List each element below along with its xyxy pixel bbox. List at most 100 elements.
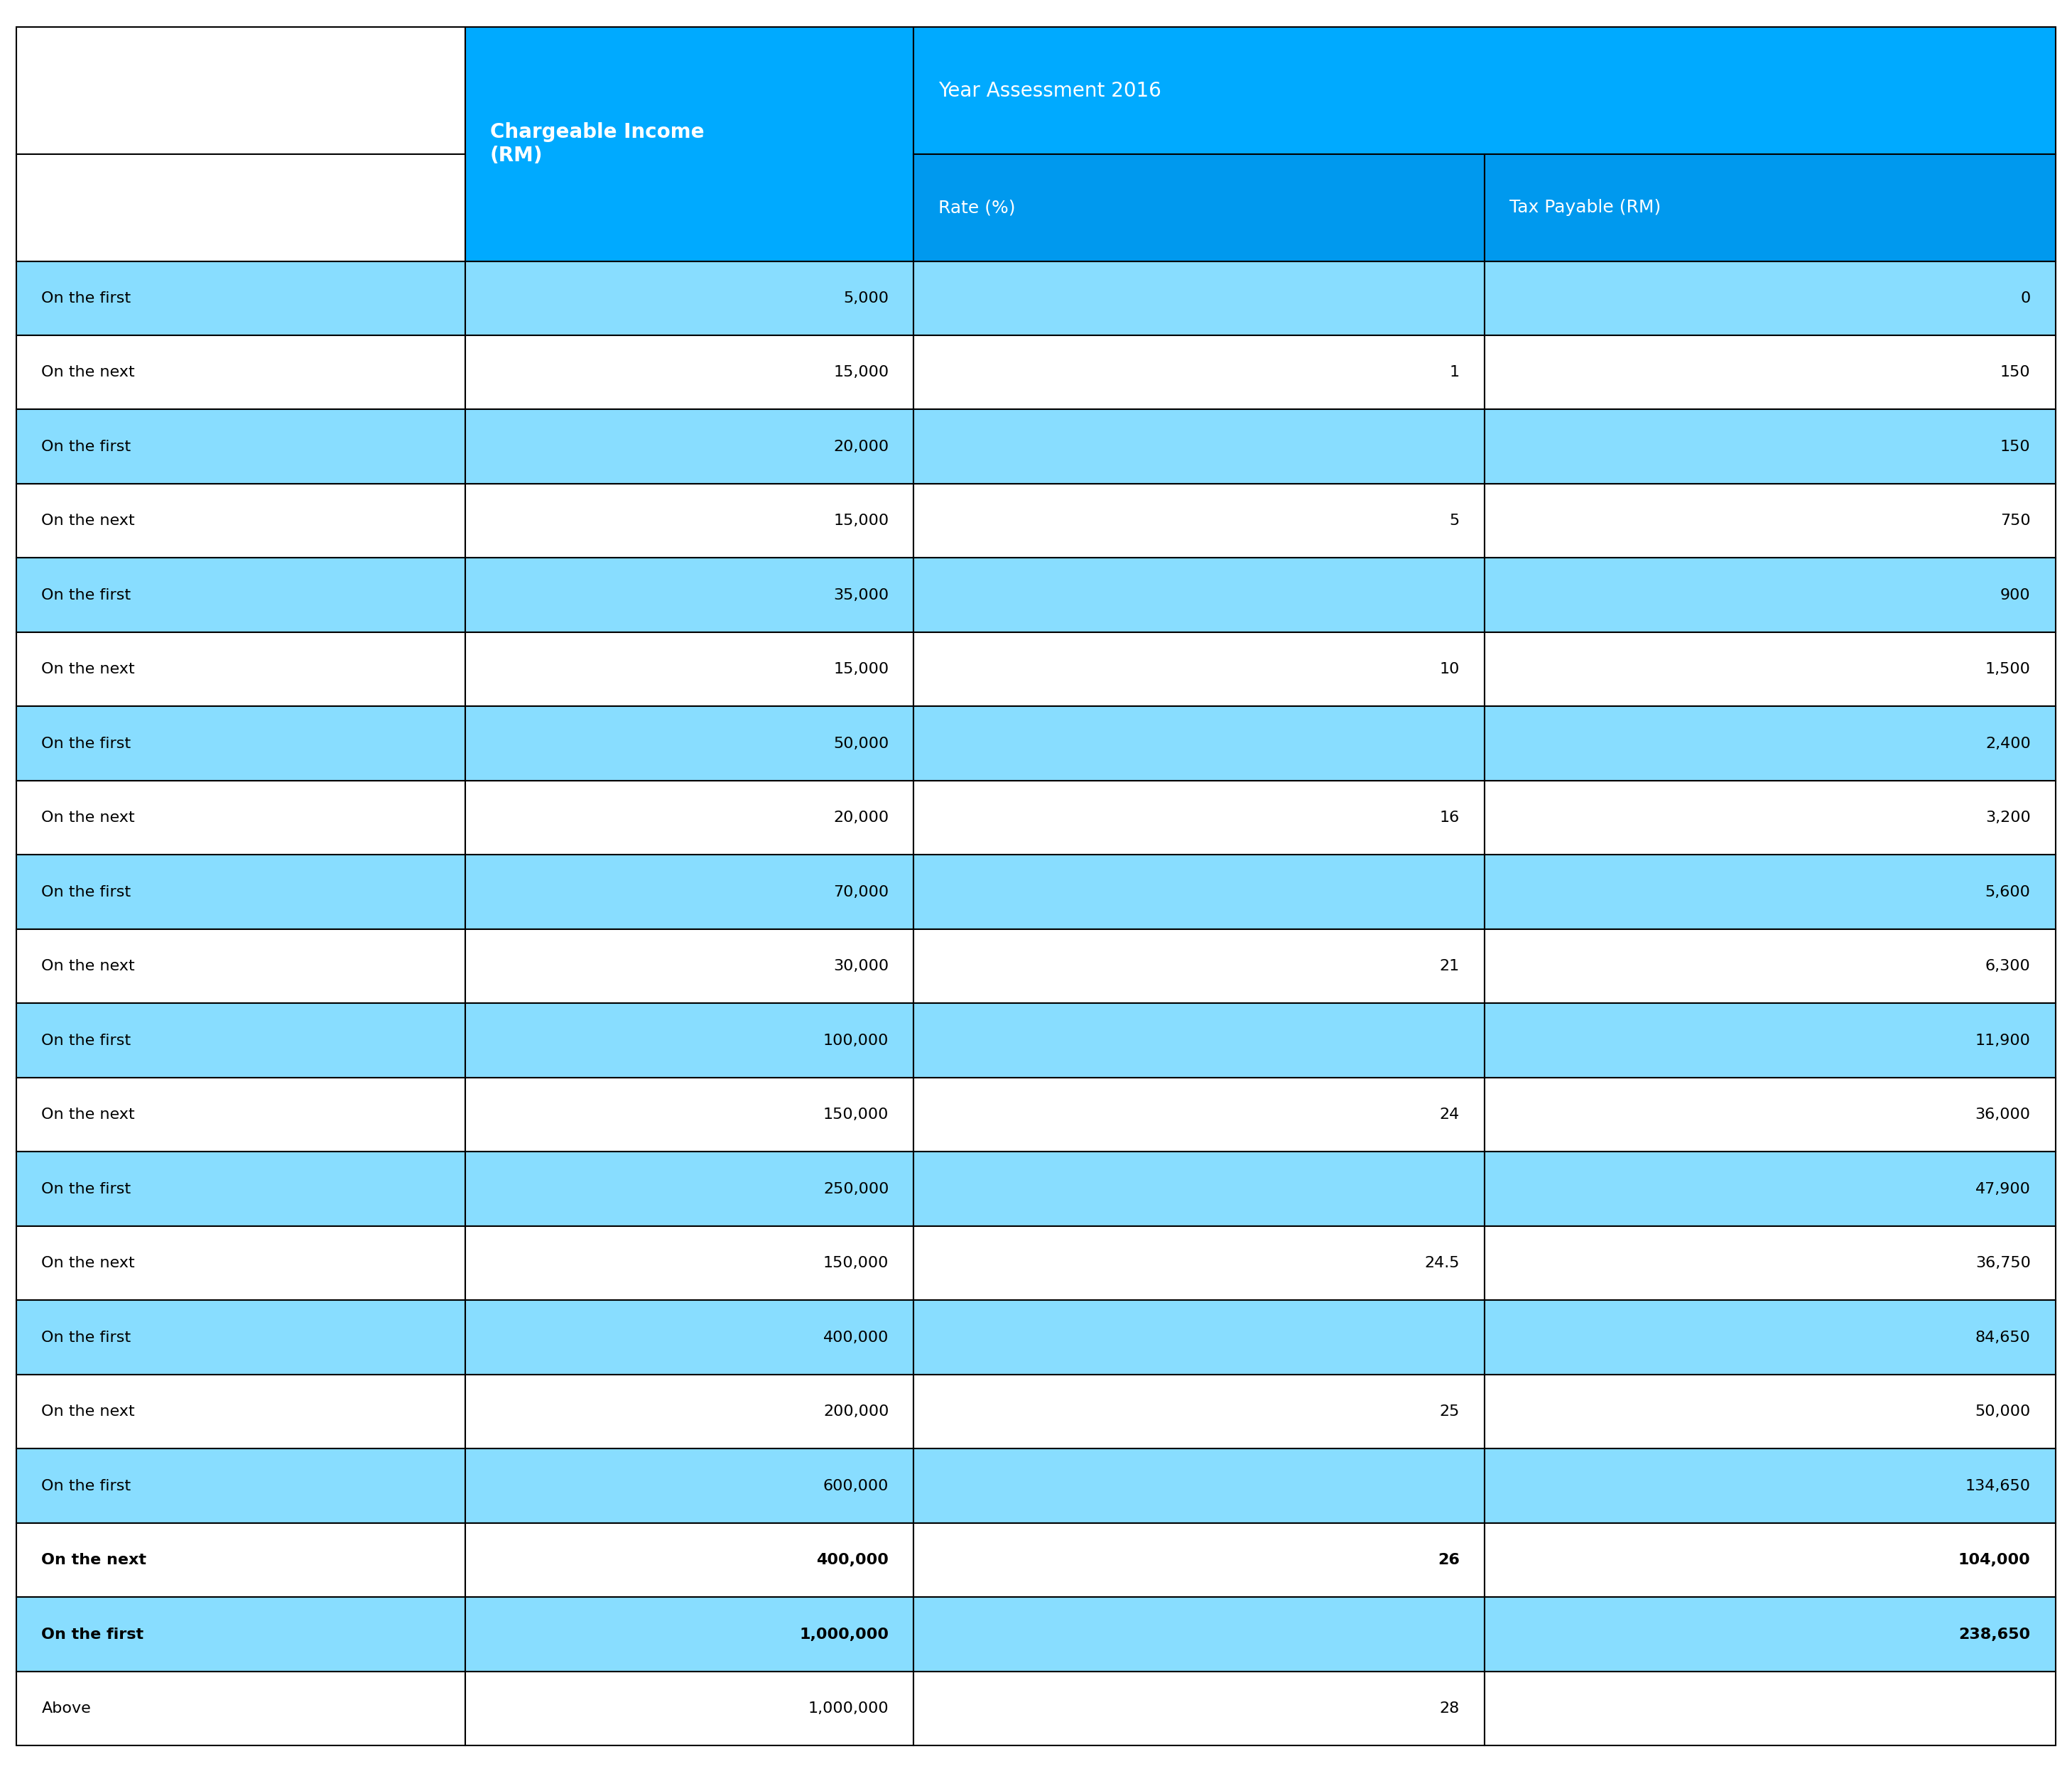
Bar [1484,929,2055,1003]
Text: 20,000: 20,000 [833,439,889,453]
Text: On the first: On the first [41,1330,131,1344]
Text: 15,000: 15,000 [833,513,889,527]
Text: Rate (%): Rate (%) [939,199,1015,217]
Bar [17,929,464,1003]
Bar [17,781,464,854]
Bar [914,854,1484,929]
Text: 0: 0 [2020,291,2031,305]
Bar [17,1671,464,1746]
Text: On the next: On the next [41,959,135,973]
Bar [17,1153,464,1225]
Bar [914,1597,1484,1671]
Bar [17,1449,464,1524]
Bar [464,558,914,632]
Text: On the first: On the first [41,291,131,305]
Text: 26: 26 [1438,1552,1459,1566]
Bar [1484,707,2055,781]
Text: 50,000: 50,000 [1975,1405,2031,1419]
Text: 150: 150 [1999,439,2031,453]
Bar [914,1375,1484,1449]
Bar [914,410,1484,483]
Text: On the first: On the first [41,884,131,899]
Bar [914,155,1484,261]
Bar [17,1375,464,1449]
Text: 84,650: 84,650 [1975,1330,2031,1344]
Text: On the next: On the next [41,662,135,677]
Text: 21: 21 [1440,959,1459,973]
Bar [914,261,1484,336]
Bar [17,854,464,929]
Text: 150,000: 150,000 [823,1108,889,1122]
Text: On the next: On the next [41,1108,135,1122]
Text: 1,000,000: 1,000,000 [800,1627,889,1641]
Text: 5,000: 5,000 [843,291,889,305]
Text: On the first: On the first [41,1627,143,1641]
Text: 2,400: 2,400 [1985,737,2031,751]
Text: 25: 25 [1440,1405,1459,1419]
Bar [1484,1597,2055,1671]
Text: 36,000: 36,000 [1975,1108,2031,1122]
Text: 15,000: 15,000 [833,662,889,677]
Bar [1484,1078,2055,1153]
Text: Tax Payable (RM): Tax Payable (RM) [1508,199,1662,217]
Bar [1484,1671,2055,1746]
Text: 36,750: 36,750 [1975,1256,2031,1270]
Text: 5: 5 [1450,513,1459,527]
Text: 200,000: 200,000 [823,1405,889,1419]
Bar [914,929,1484,1003]
Bar [464,261,914,336]
Bar [914,27,2055,155]
Bar [914,1300,1484,1375]
Bar [17,483,464,558]
Bar [464,1375,914,1449]
Text: On the next: On the next [41,366,135,380]
Bar [17,632,464,707]
Bar [914,1078,1484,1153]
Bar [464,929,914,1003]
Text: 1,500: 1,500 [1985,662,2031,677]
Text: 600,000: 600,000 [823,1479,889,1494]
Bar [914,558,1484,632]
Bar [464,1300,914,1375]
Bar [464,781,914,854]
Bar [464,632,914,707]
Bar [464,1078,914,1153]
Text: 250,000: 250,000 [823,1181,889,1195]
Bar [17,1300,464,1375]
Text: 400,000: 400,000 [823,1330,889,1344]
Text: On the next: On the next [41,513,135,527]
Text: 16: 16 [1440,810,1459,824]
Bar [464,1524,914,1597]
Bar [1484,410,2055,483]
Bar [1484,1524,2055,1597]
Text: 104,000: 104,000 [1958,1552,2031,1566]
Text: On the next: On the next [41,1256,135,1270]
Bar [17,336,464,410]
Text: 6,300: 6,300 [1985,959,2031,973]
Bar [914,1225,1484,1300]
Text: 238,650: 238,650 [1958,1627,2031,1641]
Bar [17,707,464,781]
Bar [1484,336,2055,410]
Text: 900: 900 [1999,588,2031,602]
Text: Year Assessment 2016: Year Assessment 2016 [939,80,1162,101]
Text: On the first: On the first [41,737,131,751]
Bar [1484,1375,2055,1449]
Bar [914,1524,1484,1597]
Bar [1484,1153,2055,1225]
Text: 5,600: 5,600 [1985,884,2031,899]
Bar [17,1225,464,1300]
Bar [1484,1003,2055,1078]
Text: 11,900: 11,900 [1975,1034,2031,1048]
Bar [464,854,914,929]
Bar [914,483,1484,558]
Text: On the first: On the first [41,1181,131,1195]
Text: 30,000: 30,000 [833,959,889,973]
Bar [464,1153,914,1225]
Bar [914,781,1484,854]
Text: On the next: On the next [41,1405,135,1419]
Text: 1: 1 [1450,366,1459,380]
Text: On the first: On the first [41,1479,131,1494]
Text: Chargeable Income
(RM): Chargeable Income (RM) [489,123,704,165]
Text: 70,000: 70,000 [833,884,889,899]
